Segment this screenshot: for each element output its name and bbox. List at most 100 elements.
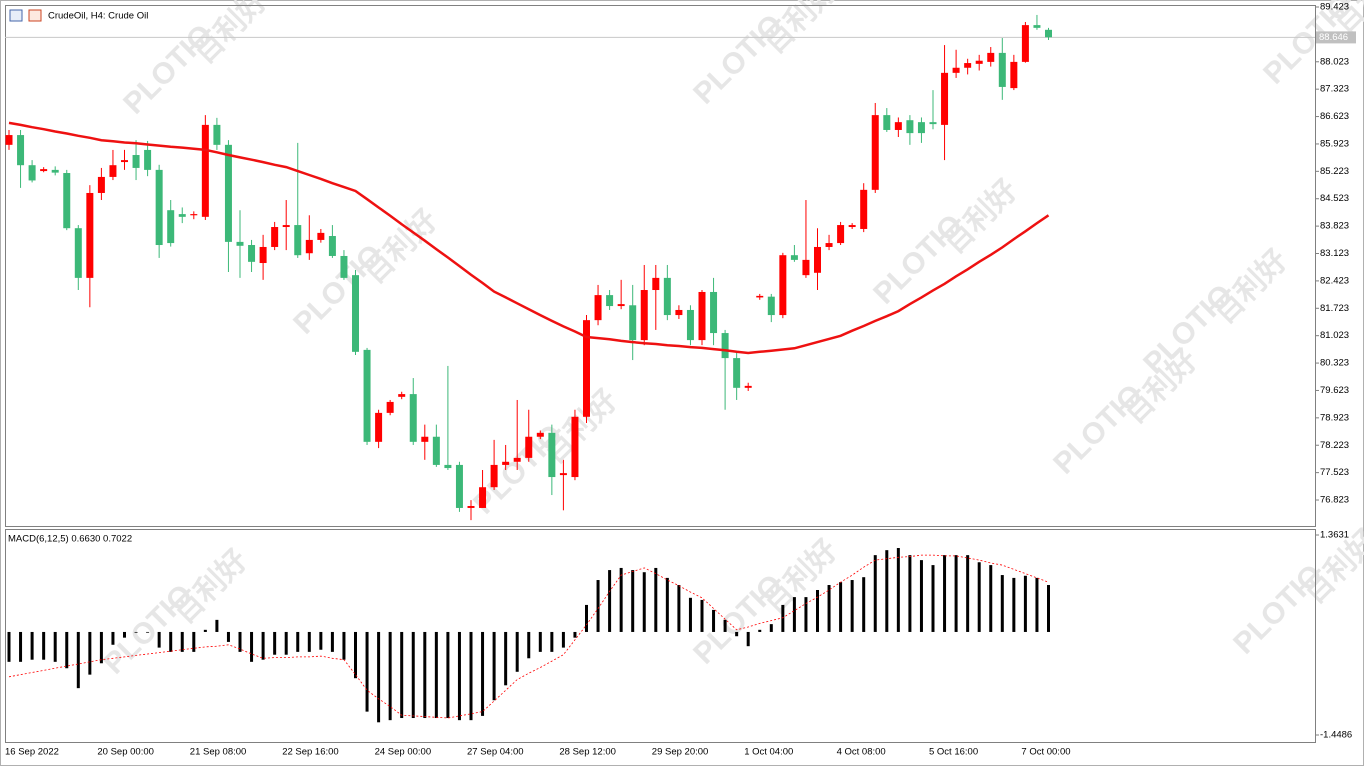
candle-body [952, 67, 960, 73]
candle-body [894, 122, 902, 130]
candle-body [941, 72, 949, 125]
candle-body [1021, 25, 1029, 62]
y-tick-label: 80.323 [1320, 358, 1349, 369]
x-tick-label: 29 Sep 20:00 [652, 747, 709, 758]
macd-bar [19, 631, 23, 662]
candle-body [213, 124, 221, 145]
price-pane [5, 5, 1316, 527]
x-tick-label: 4 Oct 08:00 [837, 747, 886, 758]
candle-body [155, 169, 163, 246]
candle-body [201, 124, 209, 217]
y-tick-label: 89.423 [1320, 2, 1349, 13]
candle-body [340, 255, 348, 278]
candle-body [74, 228, 82, 278]
macd-pane [5, 529, 1316, 743]
macd-bar [215, 619, 219, 632]
y-tick-label: 1.3631 [1320, 530, 1349, 541]
macd-bar [1000, 575, 1004, 632]
candle-body [40, 169, 48, 172]
candle-body [606, 295, 614, 307]
icon-window[interactable] [9, 9, 23, 22]
y-tick-label: 88.023 [1320, 56, 1349, 67]
icon-chart[interactable] [28, 9, 42, 22]
candle-body [536, 432, 544, 437]
moving-average [8, 121, 1050, 355]
macd-bar [885, 550, 889, 632]
macd-bar [862, 577, 866, 632]
macd-bar [677, 585, 681, 632]
macd-bar [688, 597, 692, 632]
macd-bar [538, 631, 542, 652]
macd-bar [908, 555, 912, 632]
macd-bar [53, 631, 57, 662]
macd-bar [561, 631, 565, 648]
macd-bar [804, 597, 808, 632]
y-tick-label: 84.523 [1320, 193, 1349, 204]
macd-bar [157, 631, 161, 648]
macd-bar [1035, 577, 1039, 632]
candle-body [998, 52, 1006, 87]
macd-bar [434, 631, 438, 719]
macd-bar [319, 631, 323, 650]
candle-body [917, 122, 925, 134]
candle-body [479, 487, 487, 508]
macd-bar [850, 580, 854, 632]
candle-body [825, 243, 833, 247]
candle-body [248, 245, 256, 262]
macd-bar [608, 570, 612, 632]
candle-body [490, 464, 498, 488]
candle-body [224, 144, 232, 242]
macd-bar [642, 572, 646, 632]
candle-body [455, 464, 463, 508]
macd-bar [111, 631, 115, 645]
x-tick-label: 27 Sep 04:00 [467, 747, 524, 758]
y-tick-label: 82.423 [1320, 275, 1349, 286]
macd-bar [469, 631, 473, 721]
y-tick-label: 78.923 [1320, 412, 1349, 423]
macd-bar [781, 604, 785, 632]
candle-body [571, 416, 579, 478]
macd-bar [123, 631, 126, 638]
candle-body [698, 291, 706, 341]
y-tick-label: 81.723 [1320, 303, 1349, 314]
candle-body [975, 60, 983, 64]
candle-body [132, 155, 140, 168]
candle-body [305, 239, 313, 254]
candle-body [282, 225, 290, 228]
x-tick-label: 5 Oct 16:00 [929, 747, 978, 758]
y-tick-label: 79.623 [1320, 385, 1349, 396]
macd-bar [146, 631, 150, 633]
macd-bar [261, 631, 265, 660]
macd-bar [65, 631, 69, 669]
macd-bar [273, 631, 277, 655]
y-tick-label: 78.223 [1320, 440, 1349, 451]
macd-bar [76, 631, 80, 689]
macd-bar [619, 567, 623, 632]
candle-body [294, 225, 302, 256]
x-tick-label: 24 Sep 00:00 [375, 747, 432, 758]
candle-body [17, 135, 25, 166]
candle-body [271, 227, 279, 247]
y-tick-label: 76.823 [1320, 495, 1349, 506]
candle-body [964, 63, 972, 68]
candle-body [375, 412, 383, 442]
candle-body [502, 461, 510, 465]
macd-bar [989, 565, 993, 632]
y-tick-label: 85.223 [1320, 166, 1349, 177]
candle-body [733, 358, 741, 388]
candle-body [398, 394, 406, 397]
macd-bar [446, 631, 450, 719]
candle-body [328, 236, 336, 256]
macd-bar [284, 631, 288, 655]
candle-body [883, 115, 891, 130]
candle-body [28, 165, 36, 181]
macd-bar [966, 555, 970, 632]
macd-bar [816, 589, 819, 632]
macd-bar [411, 631, 415, 719]
y-tick-label: -1.4486 [1320, 730, 1352, 741]
chart-title: CrudeOil, H4: Crude Oil [48, 11, 148, 22]
macd-bar [238, 631, 242, 652]
macd-bar [585, 604, 588, 632]
x-tick-label: 7 Oct 00:00 [1021, 747, 1070, 758]
macd-bar [192, 631, 196, 652]
